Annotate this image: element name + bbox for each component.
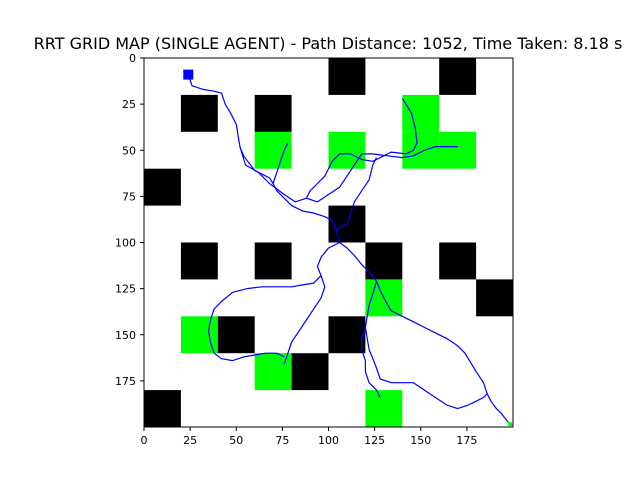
start-marker — [183, 69, 194, 80]
y-axis: 0 25 50 75 100 125 150 175 — [115, 52, 144, 388]
rrt-path — [305, 98, 418, 199]
green-cell — [365, 390, 403, 427]
obstacle-cell — [476, 279, 513, 317]
y-tick-label: 175 — [115, 375, 136, 388]
green-cell — [439, 131, 477, 169]
y-tick-label: 125 — [115, 283, 136, 296]
green-cell — [254, 131, 292, 169]
rrt-path — [208, 275, 322, 362]
obstacle-cell — [217, 316, 255, 354]
obstacle-cell — [144, 168, 181, 206]
obstacle-cell — [144, 390, 181, 427]
rrt-path — [364, 281, 488, 410]
y-tick-label: 25 — [122, 98, 136, 111]
y-tick-label: 150 — [115, 329, 136, 342]
x-tick-label: 0 — [141, 434, 148, 447]
plot-area — [143, 57, 514, 428]
x-tick-label: 100 — [318, 434, 339, 447]
green-cell — [402, 131, 440, 169]
goal-marker — [508, 422, 513, 427]
rrt-path — [361, 327, 381, 398]
green-cell — [402, 94, 440, 132]
y-tick-label: 50 — [122, 144, 136, 157]
obstacle-cell — [254, 242, 292, 280]
y-tick-label: 75 — [122, 190, 136, 203]
obstacle-cell — [328, 316, 366, 354]
y-tick-label: 0 — [129, 52, 136, 65]
chart-title: RRT GRID MAP (SINGLE AGENT) - Path Dista… — [34, 34, 623, 53]
obstacle-cell — [291, 353, 329, 391]
x-tick-label: 25 — [183, 434, 197, 447]
x-tick-label: 50 — [229, 434, 243, 447]
x-tick-label: 75 — [275, 434, 289, 447]
rrt-path — [239, 146, 458, 203]
x-tick-label: 175 — [456, 434, 477, 447]
green-cell — [328, 131, 366, 169]
y-tick-label: 100 — [115, 237, 136, 250]
rrt-path — [283, 241, 340, 365]
obstacle-cell — [439, 58, 477, 95]
x-axis: 0 25 50 75 100 125 150 175 — [141, 427, 477, 447]
rrt-path — [272, 142, 289, 184]
obstacle-cell — [439, 242, 477, 280]
obstacle-cell — [328, 58, 366, 95]
x-tick-label: 125 — [364, 434, 385, 447]
obstacle-cell — [180, 94, 218, 132]
obstacle-cell — [365, 242, 403, 280]
obstacle-cell — [180, 242, 218, 280]
x-tick-label: 150 — [410, 434, 431, 447]
obstacle-cell — [254, 94, 292, 132]
rrt-path — [335, 157, 378, 231]
